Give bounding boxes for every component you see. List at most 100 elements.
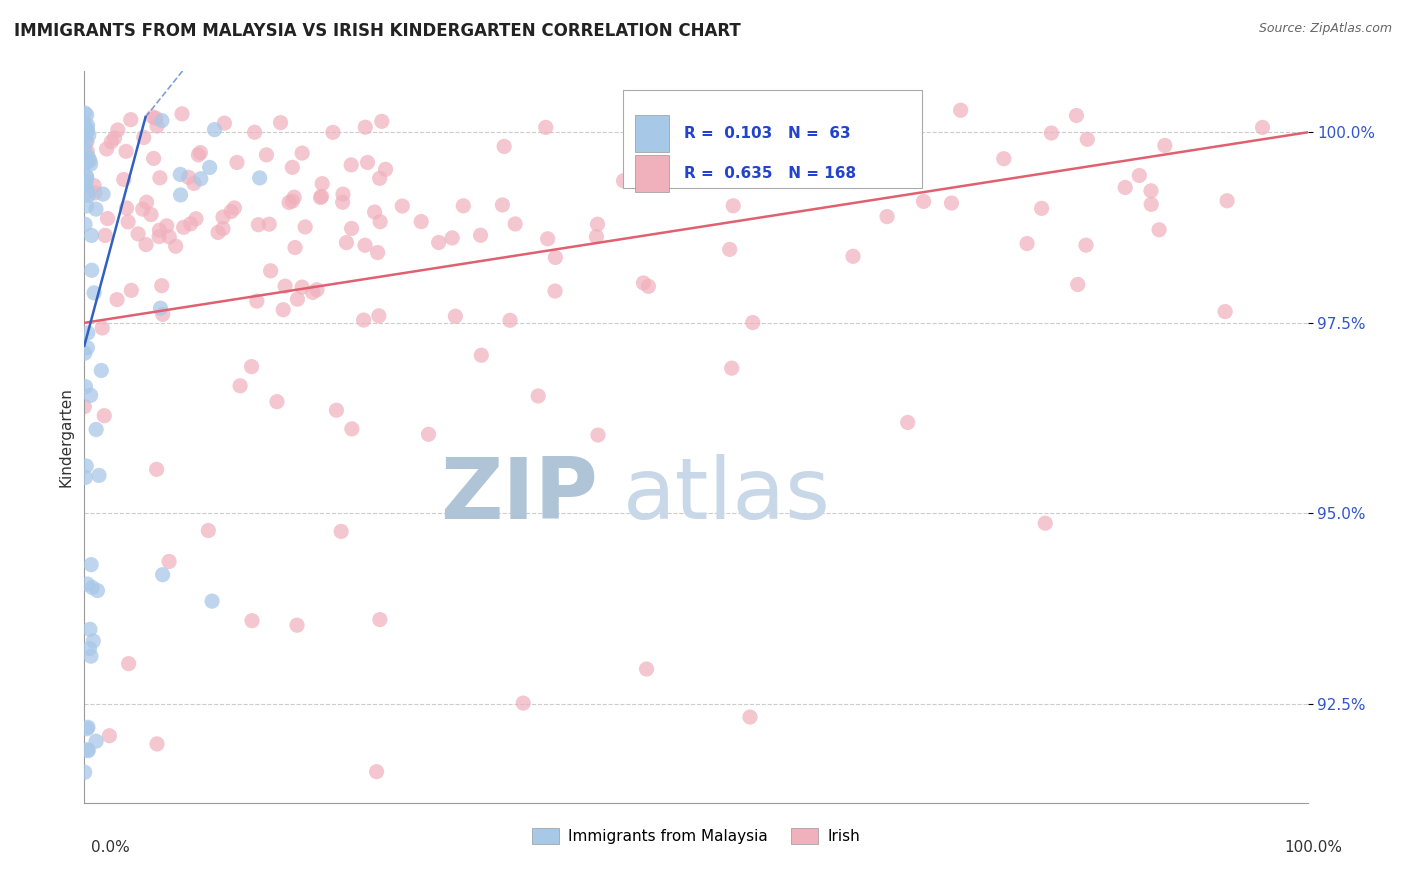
Point (184, 211, 207, 226)
Point (73, 106, 96, 120)
Point (201, 594, 224, 608)
Point (949, 103, 972, 118)
Point (254, 148, 277, 162)
Point (145, 462, 167, 476)
Point (301, 285, 323, 300)
Point (77, 720, 100, 734)
Point (73, 118, 96, 132)
Point (76, 118, 98, 132)
Point (198, 161, 221, 175)
Point (340, 422, 363, 436)
Point (73, 400, 96, 414)
Point (612, 174, 634, 188)
Point (80, 263, 103, 277)
Point (658, 108, 681, 122)
Point (183, 177, 205, 191)
Point (90, 363, 112, 377)
Point (79, 153, 101, 168)
Point (76, 169, 98, 184)
Point (371, 114, 394, 128)
Point (76, 185, 98, 199)
Point (75, 379, 97, 393)
Point (75, 458, 97, 473)
Point (149, 170, 172, 185)
Point (470, 228, 492, 243)
Point (79, 388, 101, 402)
Point (86, 583, 108, 598)
Point (366, 764, 388, 779)
Point (76, 134, 98, 148)
Point (249, 170, 271, 185)
Point (354, 238, 377, 252)
Point (169, 168, 191, 182)
Point (84, 734, 107, 748)
Point (353, 313, 375, 327)
Point (142, 110, 165, 124)
Point (76, 199, 98, 213)
Point (1216, 194, 1239, 208)
Point (150, 113, 173, 128)
Point (330, 524, 353, 539)
Point (103, 131, 125, 145)
Point (1031, 202, 1053, 216)
Point (367, 245, 389, 260)
Point (418, 427, 440, 442)
Point (93, 409, 115, 423)
Point (281, 161, 304, 175)
Point (1140, 197, 1163, 211)
Point (897, 416, 920, 430)
Point (453, 199, 475, 213)
Point (76, 577, 98, 591)
Point (720, 361, 742, 376)
Point (73, 765, 96, 780)
Point (363, 205, 385, 219)
Point (291, 280, 314, 294)
Point (82, 581, 104, 595)
Legend: Immigrants from Malaysia, Irish: Immigrants from Malaysia, Irish (526, 822, 866, 850)
Point (1040, 126, 1063, 140)
Point (146, 119, 169, 133)
Point (499, 313, 522, 327)
Point (534, 120, 557, 135)
Point (148, 229, 170, 244)
Point (75, 156, 97, 170)
Point (84, 423, 107, 437)
Point (76, 170, 98, 185)
Text: R =  0.103   N =  63: R = 0.103 N = 63 (683, 126, 851, 141)
Point (270, 115, 292, 129)
Point (240, 614, 263, 628)
Point (83, 285, 105, 300)
Point (152, 307, 174, 321)
Point (79, 157, 101, 171)
Point (76, 155, 98, 169)
Point (75, 470, 97, 484)
Point (100, 135, 122, 149)
Point (76, 122, 98, 136)
Point (156, 219, 179, 233)
Point (291, 146, 314, 161)
Point (98, 729, 121, 743)
Point (84, 186, 107, 200)
Point (107, 123, 129, 137)
Point (214, 116, 236, 130)
Point (87, 468, 110, 483)
Point (633, 276, 655, 290)
Point (340, 221, 363, 235)
Point (76, 341, 98, 355)
Point (585, 229, 607, 244)
Point (368, 215, 391, 229)
Point (120, 284, 142, 298)
Point (150, 278, 173, 293)
Point (135, 195, 157, 210)
Point (441, 231, 464, 245)
Point (105, 293, 128, 307)
Point (271, 302, 294, 317)
Point (368, 613, 391, 627)
Point (169, 188, 191, 202)
Point (173, 220, 195, 235)
Point (941, 196, 963, 211)
Point (115, 145, 138, 159)
Point (91, 321, 114, 335)
Point (177, 170, 200, 185)
Point (204, 122, 226, 136)
